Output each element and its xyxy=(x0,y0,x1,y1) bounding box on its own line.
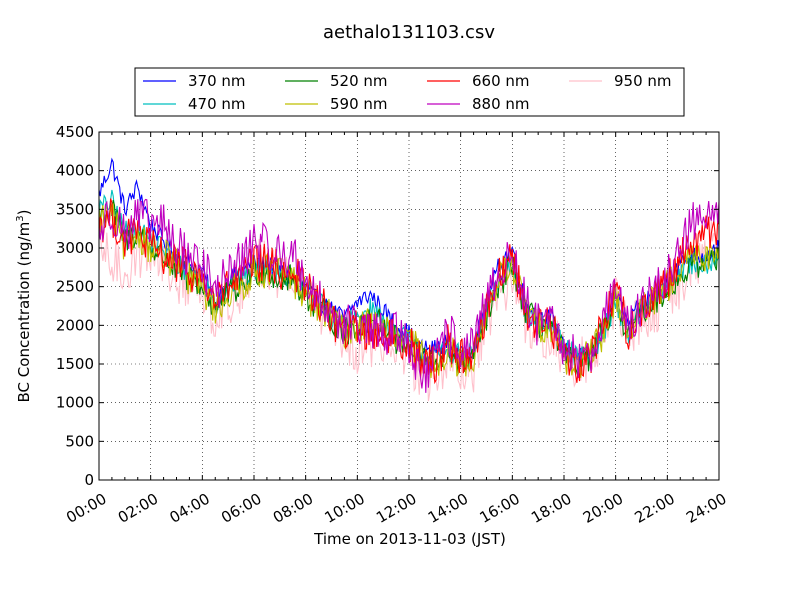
legend-label: 590 nm xyxy=(330,95,388,113)
x-tick-label: 00:00 xyxy=(63,490,109,527)
legend-label: 660 nm xyxy=(472,72,530,90)
y-axis-label: BC Concentration (ng/m3) xyxy=(15,210,33,403)
series-line-950-nm xyxy=(98,219,720,402)
x-tick-label: 06:00 xyxy=(218,490,264,527)
legend-items: 370 nm 470 nm 520 nm 590 nm 660 nm 880 nm 950 … xyxy=(143,72,672,113)
x-tick-label: 08:00 xyxy=(270,490,316,527)
x-tick-label: 12:00 xyxy=(373,490,419,527)
legend-label: 470 nm xyxy=(188,95,246,113)
axis-ticks xyxy=(98,131,720,481)
legend-frame xyxy=(134,67,685,117)
legend-label: 950 nm xyxy=(614,72,672,90)
legend-label: 520 nm xyxy=(330,72,388,90)
y-axis-label-main: BC Concentration (ng/m xyxy=(15,222,33,403)
y-axis-label-suffix: ) xyxy=(15,210,33,216)
x-tick-label: 04:00 xyxy=(166,490,212,527)
y-tick-label: 500 xyxy=(65,432,94,450)
series-line-880-nm xyxy=(98,198,720,393)
y-tick-label: 3500 xyxy=(56,200,94,218)
y-tick-label: 2500 xyxy=(56,278,94,296)
y-tick-label: 4500 xyxy=(56,123,94,141)
legend-label: 880 nm xyxy=(472,95,530,113)
x-tick-labels: 00:00 02:00 04:00 06:00 08:00 10:00 12:00 14:00… xyxy=(63,490,729,527)
x-tick-label: 10:00 xyxy=(321,490,367,527)
legend-label: 370 nm xyxy=(188,72,246,90)
grid-lines xyxy=(98,131,720,481)
x-tick-label: 02:00 xyxy=(115,490,161,527)
y-tick-label: 2000 xyxy=(56,316,94,334)
x-axis-label: Time on 2013-11-03 (JST) xyxy=(313,530,506,548)
chart-title: aethalo131103.csv xyxy=(323,22,495,43)
y-tick-labels: 0 500 1000 1500 2000 2500 3000 3500 4000 4500 xyxy=(56,123,94,489)
y-tick-label: 1500 xyxy=(56,355,94,373)
y-axis-label-superscript: 3 xyxy=(15,215,26,221)
x-tick-label: 22:00 xyxy=(631,490,677,527)
y-tick-label: 4000 xyxy=(56,162,94,180)
x-tick-label: 18:00 xyxy=(528,490,574,527)
y-tick-label: 3000 xyxy=(56,239,94,257)
data-series xyxy=(98,157,720,402)
y-tick-label: 1000 xyxy=(56,394,94,412)
x-tick-label: 24:00 xyxy=(683,490,729,527)
x-tick-label: 16:00 xyxy=(476,490,522,527)
y-tick-label: 0 xyxy=(84,471,94,489)
x-tick-label: 14:00 xyxy=(425,490,471,527)
x-tick-label: 20:00 xyxy=(580,490,626,527)
legend: 370 nm 470 nm 520 nm 590 nm 660 nm 880 nm 950 … xyxy=(134,67,685,117)
